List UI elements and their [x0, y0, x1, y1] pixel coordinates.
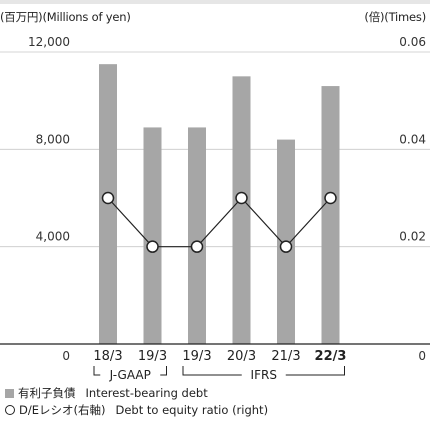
- category-label: 22/3: [315, 349, 347, 364]
- category-label: 20/3: [227, 349, 256, 364]
- period-bracket-left: [93, 366, 101, 376]
- de-ratio-point: [324, 191, 337, 205]
- de-ratio-point: [235, 191, 248, 205]
- bar-swatch-icon: [5, 388, 14, 398]
- de-ratio-point: [190, 240, 204, 253]
- left-axis-unit: (百万円)(Millions of yen): [0, 10, 131, 24]
- category-label: 18/3: [93, 349, 122, 364]
- category-label: 21/3: [271, 349, 300, 364]
- right-tick-label: 0.02: [399, 230, 426, 244]
- legend-ratio-jp: D/Eレシオ(右軸): [19, 403, 106, 417]
- left-tick-label: 4,000: [36, 230, 70, 244]
- right-axis-unit: (倍)(Times): [364, 10, 426, 24]
- period-label: J-GAAP: [109, 368, 151, 382]
- period-label: IFRS: [251, 368, 277, 382]
- de-ratio-point: [279, 240, 293, 253]
- period-bracket-left: [182, 366, 242, 376]
- circle-marker-icon: [5, 405, 15, 415]
- right-tick-label: 0.04: [399, 132, 426, 146]
- right-tick-label: 0: [418, 349, 426, 363]
- left-tick-label: 8,000: [36, 132, 70, 146]
- period-bracket-right: [160, 366, 167, 376]
- category-label: 19/3: [138, 349, 167, 364]
- left-tick-label: 12,000: [28, 35, 70, 49]
- left-tick-label: 0: [62, 349, 70, 363]
- top-strip: [0, 0, 430, 4]
- bar: [143, 127, 162, 344]
- bar: [188, 127, 206, 344]
- period-bracket-right: [285, 366, 345, 376]
- legend-item-debt: 有利子負債 Interest-bearing debt: [5, 385, 208, 401]
- legend-item-de-ratio: D/Eレシオ(右軸) Debt to equity ratio (right): [5, 402, 268, 418]
- de-ratio-point: [101, 191, 115, 205]
- de-ratio-line: [107, 197, 331, 248]
- bar: [321, 86, 340, 345]
- legend-debt-en: Interest-bearing debt: [85, 386, 208, 400]
- bar: [232, 76, 251, 344]
- right-tick-label: 0.06: [399, 35, 426, 49]
- legend-ratio-en: Debt to equity ratio (right): [115, 403, 269, 417]
- category-label: 19/3: [182, 349, 211, 364]
- de-ratio-point: [146, 240, 159, 253]
- legend-debt-jp: 有利子負債: [18, 386, 76, 400]
